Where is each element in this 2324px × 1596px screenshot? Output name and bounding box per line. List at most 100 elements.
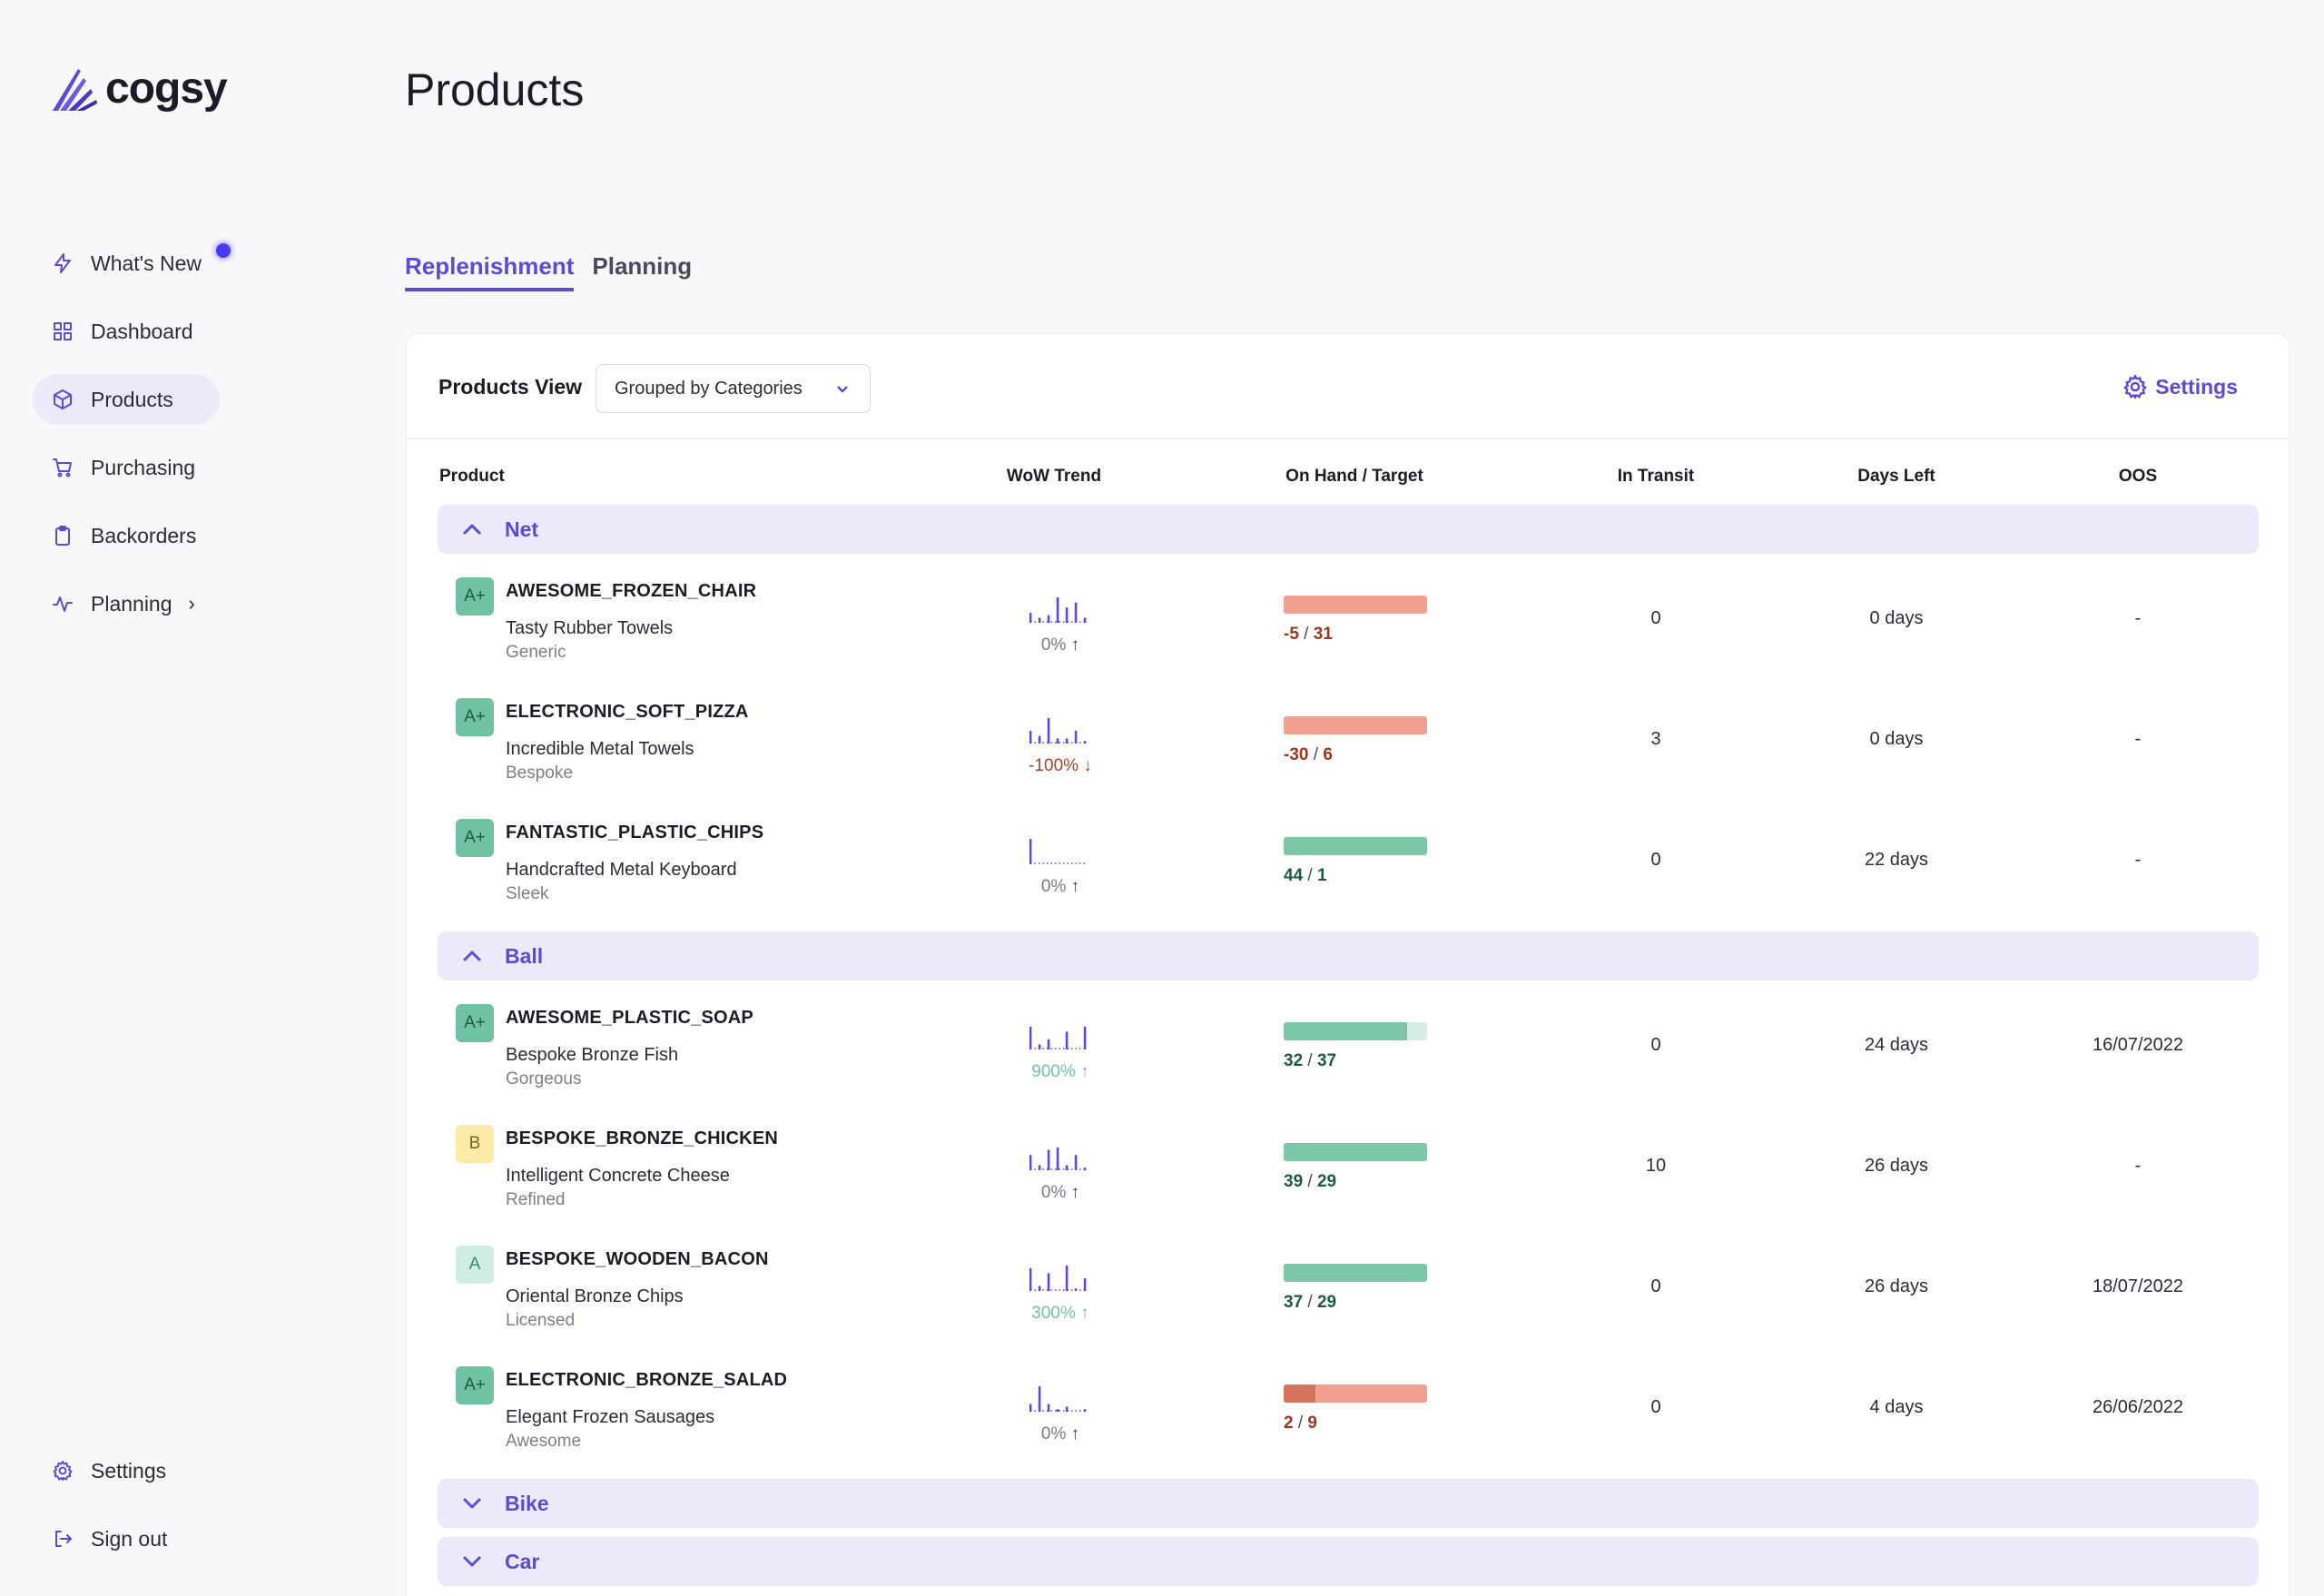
trend-bar bbox=[1038, 1044, 1041, 1049]
product-sku[interactable]: ELECTRONIC_BRONZE_SALAD bbox=[506, 1370, 788, 1390]
table-row[interactable]: A+ ELECTRONIC_SOFT_PIZZA Incredible Metal … bbox=[407, 687, 2289, 805]
on-hand-value: -30 bbox=[1284, 745, 1309, 764]
trend-bar bbox=[1029, 1155, 1032, 1170]
product-sku[interactable]: BESPOKE_BRONZE_CHICKEN bbox=[506, 1128, 779, 1148]
product-name: Intelligent Concrete Cheese bbox=[506, 1166, 730, 1186]
sidebar-item-dashboard[interactable]: Dashboard bbox=[33, 306, 220, 357]
trend-bar bbox=[1047, 1039, 1050, 1049]
tab-replenishment[interactable]: Replenishment bbox=[405, 252, 575, 291]
new-badge bbox=[215, 243, 231, 258]
trend-percent: 300% ↑ bbox=[1024, 1304, 1097, 1324]
product-sku[interactable]: AWESOME_FROZEN_CHAIR bbox=[506, 581, 757, 601]
category-group-bike[interactable]: Bike bbox=[438, 1479, 2259, 1528]
arrow-up-icon: ↑ bbox=[1075, 1304, 1089, 1323]
trend-bar bbox=[1083, 617, 1087, 623]
grade-badge: A+ bbox=[456, 819, 494, 857]
sidebar-item-products[interactable]: Products bbox=[33, 374, 220, 425]
on-hand-value: 2 bbox=[1284, 1414, 1294, 1433]
product-category: Licensed bbox=[506, 1311, 576, 1330]
in-transit-value: 0 bbox=[1650, 1276, 1661, 1296]
wow-trend: -100% ↓ bbox=[1024, 714, 1097, 775]
sidebar-item-sign-out[interactable]: Sign out bbox=[33, 1513, 185, 1564]
grade-badge: A+ bbox=[456, 1004, 494, 1042]
sidebar-item-label: Sign out bbox=[91, 1526, 168, 1551]
value-separator: / bbox=[1303, 866, 1317, 885]
on-hand-value: -5 bbox=[1284, 625, 1299, 644]
trend-bar bbox=[1083, 1409, 1087, 1412]
products-view-header: Products View Grouped by Categories Sett… bbox=[407, 334, 2289, 439]
logo-text: cogsy bbox=[105, 64, 228, 113]
cart-icon bbox=[51, 456, 74, 479]
table-row[interactable]: A+ AWESOME_FROZEN_CHAIR Tasty Rubber Towel… bbox=[407, 566, 2289, 685]
product-category: Sleek bbox=[506, 884, 549, 903]
product-sku[interactable]: BESPOKE_WOODEN_BACON bbox=[506, 1249, 769, 1269]
trend-sparkline bbox=[1029, 1266, 1087, 1291]
in-transit-value: 10 bbox=[1645, 1156, 1667, 1176]
target-value: 29 bbox=[1316, 1172, 1337, 1191]
product-category: Refined bbox=[506, 1190, 566, 1209]
trend-percent: -100% ↓ bbox=[1024, 756, 1097, 776]
column-header-in-transit[interactable]: In Transit bbox=[1617, 467, 1695, 486]
sidebar-item-purchasing[interactable]: Purchasing bbox=[33, 442, 220, 493]
logo[interactable]: cogsy bbox=[51, 64, 228, 113]
on-hand-target-value: -5 / 31 bbox=[1284, 625, 1333, 645]
days-left-value: 26 days bbox=[1864, 1276, 1929, 1296]
column-header-days-left[interactable]: Days Left bbox=[1857, 467, 1935, 486]
category-group-net[interactable]: Net bbox=[438, 505, 2259, 554]
products-view-select[interactable]: Grouped by Categories bbox=[596, 364, 871, 413]
table-row[interactable]: A BESPOKE_WOODEN_BACON Oriental Bronze Chi… bbox=[407, 1235, 2289, 1353]
trend-percent: 900% ↑ bbox=[1024, 1062, 1097, 1082]
tab-planning[interactable]: Planning bbox=[592, 252, 693, 280]
trend-bar bbox=[1083, 1278, 1087, 1291]
table-row[interactable]: B BESPOKE_BRONZE_CHICKEN Intelligent Concr… bbox=[407, 1114, 2289, 1232]
product-category: Bespoke bbox=[506, 764, 573, 783]
table-row[interactable]: A+ AWESOME_PLASTIC_SOAP Bespoke Bronze Fis… bbox=[407, 993, 2289, 1111]
arrow-up-icon: ↑ bbox=[1066, 877, 1080, 896]
view-settings-button[interactable]: Settings bbox=[2122, 374, 2238, 399]
on-hand-bar bbox=[1284, 837, 1427, 855]
category-group-name: Bike bbox=[505, 1491, 549, 1515]
table-row[interactable]: A+ ELECTRONIC_BRONZE_SALAD Elegant Frozen … bbox=[407, 1355, 2289, 1473]
trend-sparkline bbox=[1029, 839, 1087, 864]
trend-bar bbox=[1029, 1267, 1032, 1291]
on-hand-target-value: -30 / 6 bbox=[1284, 745, 1333, 765]
trend-bar bbox=[1047, 1404, 1050, 1412]
column-header-oos[interactable]: OOS bbox=[2118, 467, 2158, 486]
sidebar-item-backorders[interactable]: Backorders bbox=[33, 510, 220, 561]
product-sku[interactable]: ELECTRONIC_SOFT_PIZZA bbox=[506, 702, 749, 722]
sidebar-item-planning[interactable]: Planning › bbox=[33, 578, 220, 629]
days-left-value: 26 days bbox=[1864, 1156, 1929, 1176]
table-row[interactable]: A+ FANTASTIC_PLASTIC_CHIPS Handcrafted Met… bbox=[407, 808, 2289, 926]
on-hand-bar bbox=[1284, 1384, 1427, 1403]
trend-bar bbox=[1074, 1155, 1078, 1170]
days-left-value: 0 days bbox=[1869, 608, 1924, 628]
days-left-value: 4 days bbox=[1869, 1397, 1924, 1417]
category-group-car[interactable]: Car bbox=[438, 1537, 2259, 1586]
trend-bar bbox=[1029, 731, 1032, 744]
product-sku[interactable]: AWESOME_PLASTIC_SOAP bbox=[506, 1008, 753, 1028]
wow-trend: 300% ↑ bbox=[1024, 1262, 1097, 1323]
trend-bar bbox=[1047, 1273, 1050, 1291]
sidebar-item-whats-new[interactable]: What's New bbox=[33, 238, 231, 289]
category-group-ball[interactable]: Ball bbox=[438, 931, 2259, 980]
target-value: 6 bbox=[1323, 745, 1333, 764]
wow-trend: 900% ↑ bbox=[1024, 1020, 1097, 1081]
sidebar-item-label: Purchasing bbox=[91, 455, 196, 479]
lightning-icon bbox=[51, 251, 74, 275]
category-group-name: Ball bbox=[505, 943, 544, 968]
column-header-on-hand-target[interactable]: On Hand / Target bbox=[1285, 467, 1423, 486]
sidebar-item-settings[interactable]: Settings bbox=[33, 1445, 185, 1496]
arrow-down-icon: ↓ bbox=[1078, 756, 1092, 775]
on-hand-target-value: 39 / 29 bbox=[1284, 1172, 1336, 1192]
oos-value: 16/07/2022 bbox=[2092, 1035, 2184, 1055]
trend-bar bbox=[1074, 602, 1078, 623]
trend-bar bbox=[1047, 718, 1050, 744]
grid-icon bbox=[51, 320, 74, 343]
column-header-wow-trend[interactable]: WoW Trend bbox=[1006, 467, 1102, 486]
column-header-product[interactable]: Product bbox=[439, 467, 505, 486]
view-settings-label: Settings bbox=[2155, 374, 2238, 399]
product-sku[interactable]: FANTASTIC_PLASTIC_CHIPS bbox=[506, 823, 764, 842]
trend-bar bbox=[1038, 1165, 1041, 1170]
trend-percent: 0% ↑ bbox=[1024, 877, 1097, 897]
page-title: Products bbox=[405, 64, 585, 115]
